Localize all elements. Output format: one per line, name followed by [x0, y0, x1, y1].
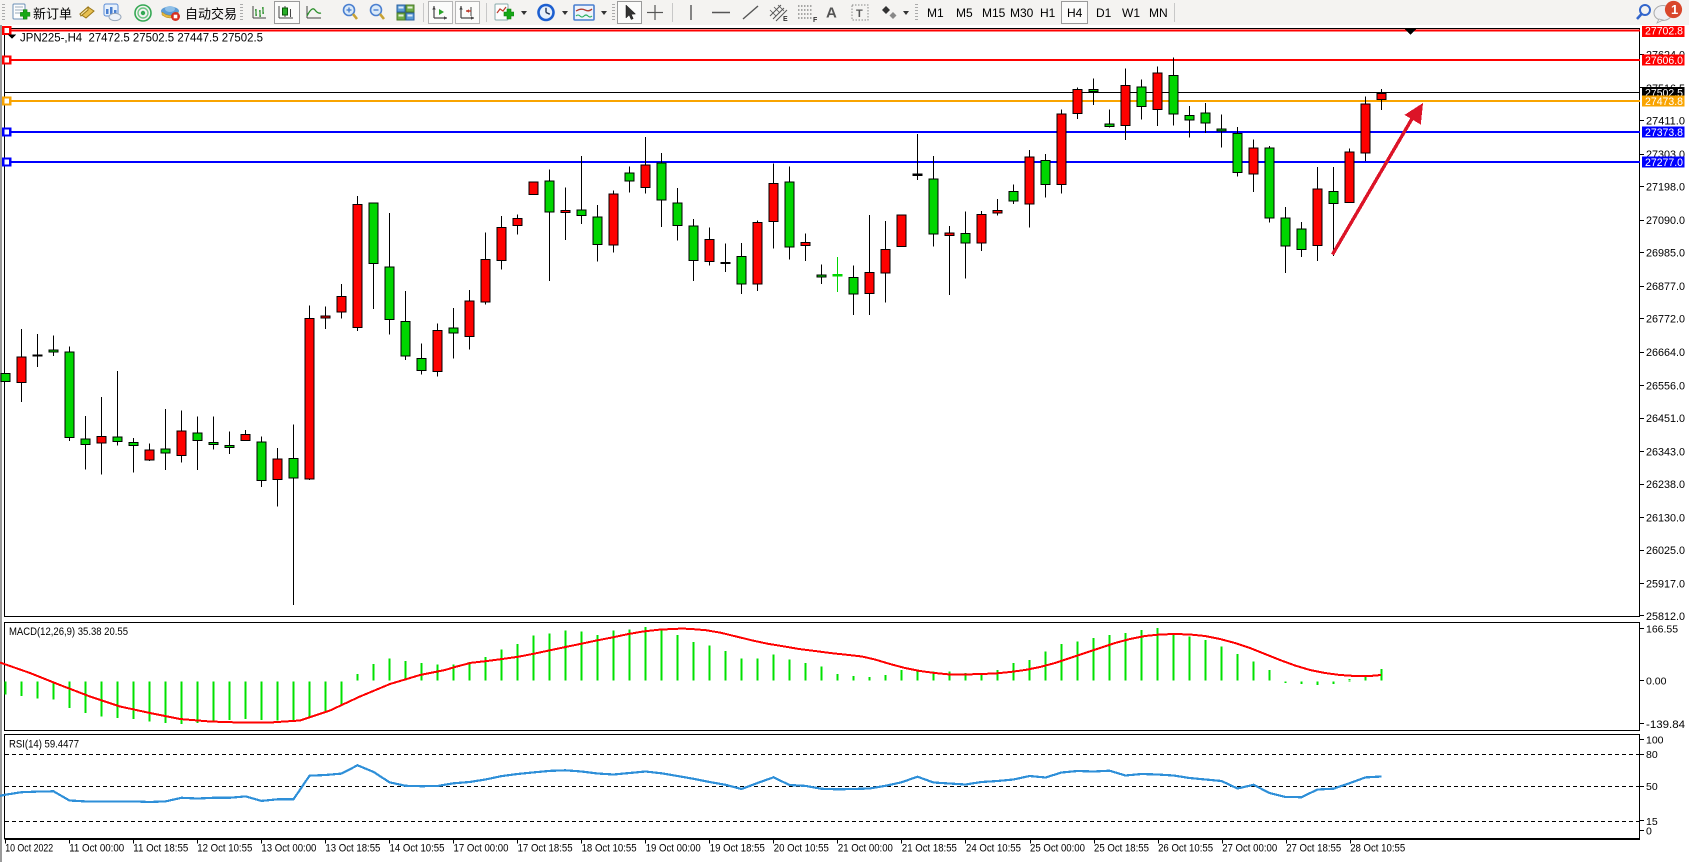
svg-text:25 Oct 18:55: 25 Oct 18:55	[1094, 843, 1149, 855]
svg-text:27411.0: 27411.0	[1646, 116, 1685, 128]
svg-text:19 Oct 00:00: 19 Oct 00:00	[646, 843, 701, 855]
svg-text:T: T	[856, 8, 863, 20]
svg-text:26556.0: 26556.0	[1646, 381, 1685, 393]
svg-text:11 Oct 00:00: 11 Oct 00:00	[69, 843, 124, 855]
svg-text:RSI(14) 59.4477: RSI(14) 59.4477	[9, 739, 79, 751]
svg-text:28 Oct 10:55: 28 Oct 10:55	[1350, 843, 1405, 855]
svg-text:17 Oct 00:00: 17 Oct 00:00	[454, 843, 509, 855]
svg-text:17 Oct 18:55: 17 Oct 18:55	[518, 843, 573, 855]
svg-text:26451.0: 26451.0	[1646, 413, 1685, 425]
svg-text:13 Oct 00:00: 13 Oct 00:00	[261, 843, 316, 855]
svg-text:12 Oct 10:55: 12 Oct 10:55	[197, 843, 252, 855]
svg-text:166.55: 166.55	[1646, 624, 1678, 636]
svg-text:27473.8: 27473.8	[1645, 96, 1683, 108]
svg-text:11 Oct 18:55: 11 Oct 18:55	[133, 843, 188, 855]
svg-text:F: F	[813, 17, 818, 23]
svg-text:14 Oct 10:55: 14 Oct 10:55	[390, 843, 445, 855]
svg-text:19 Oct 18:55: 19 Oct 18:55	[710, 843, 765, 855]
svg-text:50: 50	[1646, 781, 1658, 793]
svg-text:26238.0: 26238.0	[1646, 479, 1685, 491]
svg-text:25 Oct 00:00: 25 Oct 00:00	[1030, 843, 1085, 855]
svg-text:25917.0: 25917.0	[1646, 579, 1685, 591]
svg-text:21 Oct 18:55: 21 Oct 18:55	[902, 843, 957, 855]
svg-text:0: 0	[1646, 826, 1652, 838]
svg-text:-139.84: -139.84	[1646, 719, 1685, 731]
svg-text:MACD(12,26,9) 35.38 20.55: MACD(12,26,9) 35.38 20.55	[9, 626, 128, 638]
svg-text:27 Oct 00:00: 27 Oct 00:00	[1222, 843, 1277, 855]
svg-text:27606.0: 27606.0	[1645, 55, 1683, 67]
svg-text:26877.0: 26877.0	[1646, 281, 1685, 293]
svg-text:25812.0: 25812.0	[1646, 611, 1685, 623]
svg-text:26 Oct 10:55: 26 Oct 10:55	[1158, 843, 1213, 855]
svg-text:27373.8: 27373.8	[1645, 127, 1683, 139]
svg-text:27702.8: 27702.8	[1645, 25, 1683, 37]
svg-text:15: 15	[1646, 816, 1658, 828]
svg-text:13 Oct 18:55: 13 Oct 18:55	[325, 843, 380, 855]
svg-text:0.00: 0.00	[1646, 675, 1667, 687]
svg-text:26025.0: 26025.0	[1646, 545, 1685, 557]
svg-text:27198.0: 27198.0	[1646, 182, 1685, 194]
svg-text:20 Oct 10:55: 20 Oct 10:55	[774, 843, 829, 855]
svg-text:JPN225-,H4 27472.5 27502.5 27: JPN225-,H4 27472.5 27502.5 27447.5 27502…	[20, 33, 263, 45]
svg-text:100: 100	[1646, 735, 1664, 747]
svg-text:26985.0: 26985.0	[1646, 248, 1685, 260]
svg-text:18 Oct 10:55: 18 Oct 10:55	[582, 843, 637, 855]
svg-text:27277.0: 27277.0	[1645, 157, 1683, 169]
svg-text:1: 1	[1671, 2, 1678, 17]
svg-text:21 Oct 00:00: 21 Oct 00:00	[838, 843, 893, 855]
svg-text:10 Oct 2022: 10 Oct 2022	[5, 843, 53, 855]
svg-text:E: E	[783, 16, 788, 23]
svg-text:24 Oct 10:55: 24 Oct 10:55	[966, 843, 1021, 855]
svg-text:27090.0: 27090.0	[1646, 215, 1685, 227]
svg-text:80: 80	[1646, 749, 1658, 761]
svg-text:27 Oct 18:55: 27 Oct 18:55	[1286, 843, 1341, 855]
svg-text:26772.0: 26772.0	[1646, 314, 1685, 326]
svg-text:26343.0: 26343.0	[1646, 447, 1685, 459]
svg-text:26130.0: 26130.0	[1646, 513, 1685, 525]
svg-text:26664.0: 26664.0	[1646, 347, 1685, 359]
